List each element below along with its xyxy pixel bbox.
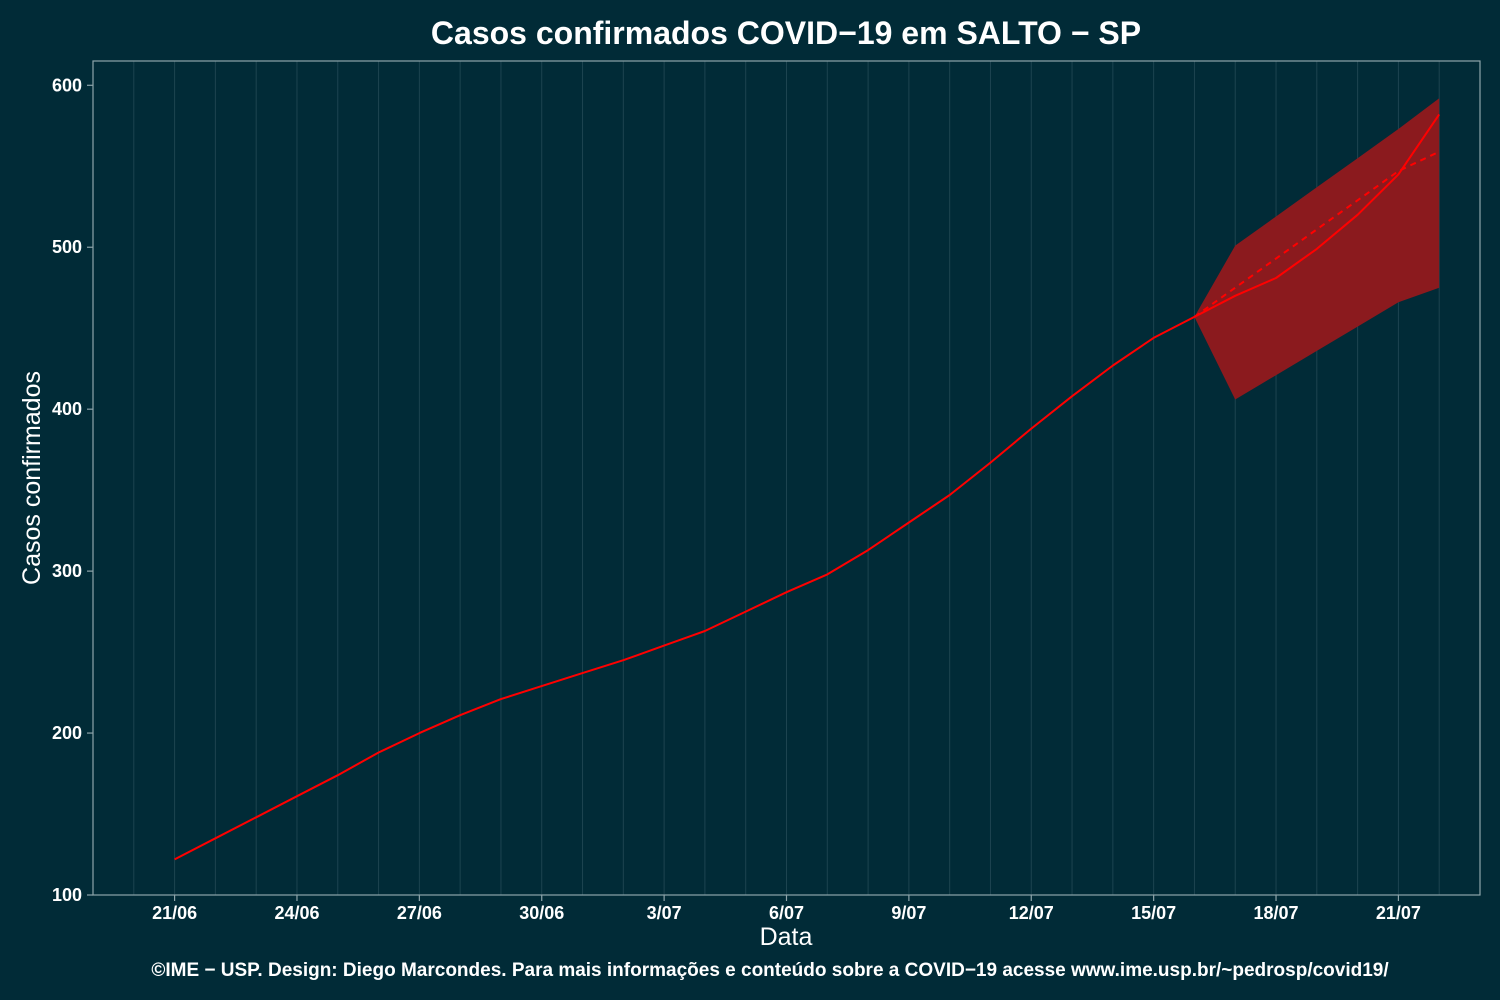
tick-layer: 100 200 300 400 500 600 21/06 24/06 27/06 30/06 3/… — [52, 75, 1421, 923]
y-tick-label: 500 — [52, 237, 82, 257]
x-tick-label: 15/07 — [1131, 903, 1176, 923]
x-tick-label: 6/07 — [769, 903, 804, 923]
caption: ©IME − USP. Design: Diego Marcondes. Par… — [151, 960, 1389, 981]
x-tick-label: 21/07 — [1376, 903, 1421, 923]
x-tick-label: 3/07 — [647, 903, 682, 923]
x-axis-title: Data — [760, 923, 813, 951]
y-tick-label: 400 — [52, 399, 82, 419]
x-tick-label: 24/06 — [274, 903, 319, 923]
x-tick-label: 27/06 — [397, 903, 442, 923]
y-tick-label: 300 — [52, 561, 82, 581]
y-tick-label: 100 — [52, 885, 82, 905]
cases-line — [174, 113, 1441, 861]
grid — [133, 61, 1440, 895]
x-tick-label: 21/06 — [152, 903, 197, 923]
y-tick-label: 600 — [52, 75, 82, 95]
y-axis-title: Casos confirmados — [18, 371, 46, 585]
x-tick-label: 9/07 — [891, 903, 926, 923]
x-tick-label: 18/07 — [1254, 903, 1299, 923]
x-tick-label: 12/07 — [1009, 903, 1054, 923]
y-tick-label: 200 — [52, 723, 82, 743]
chart-title: Casos confirmados COVID−19 em SALTO − SP — [431, 15, 1141, 51]
series-layer — [174, 113, 1441, 861]
x-tick-label: 30/06 — [519, 903, 564, 923]
